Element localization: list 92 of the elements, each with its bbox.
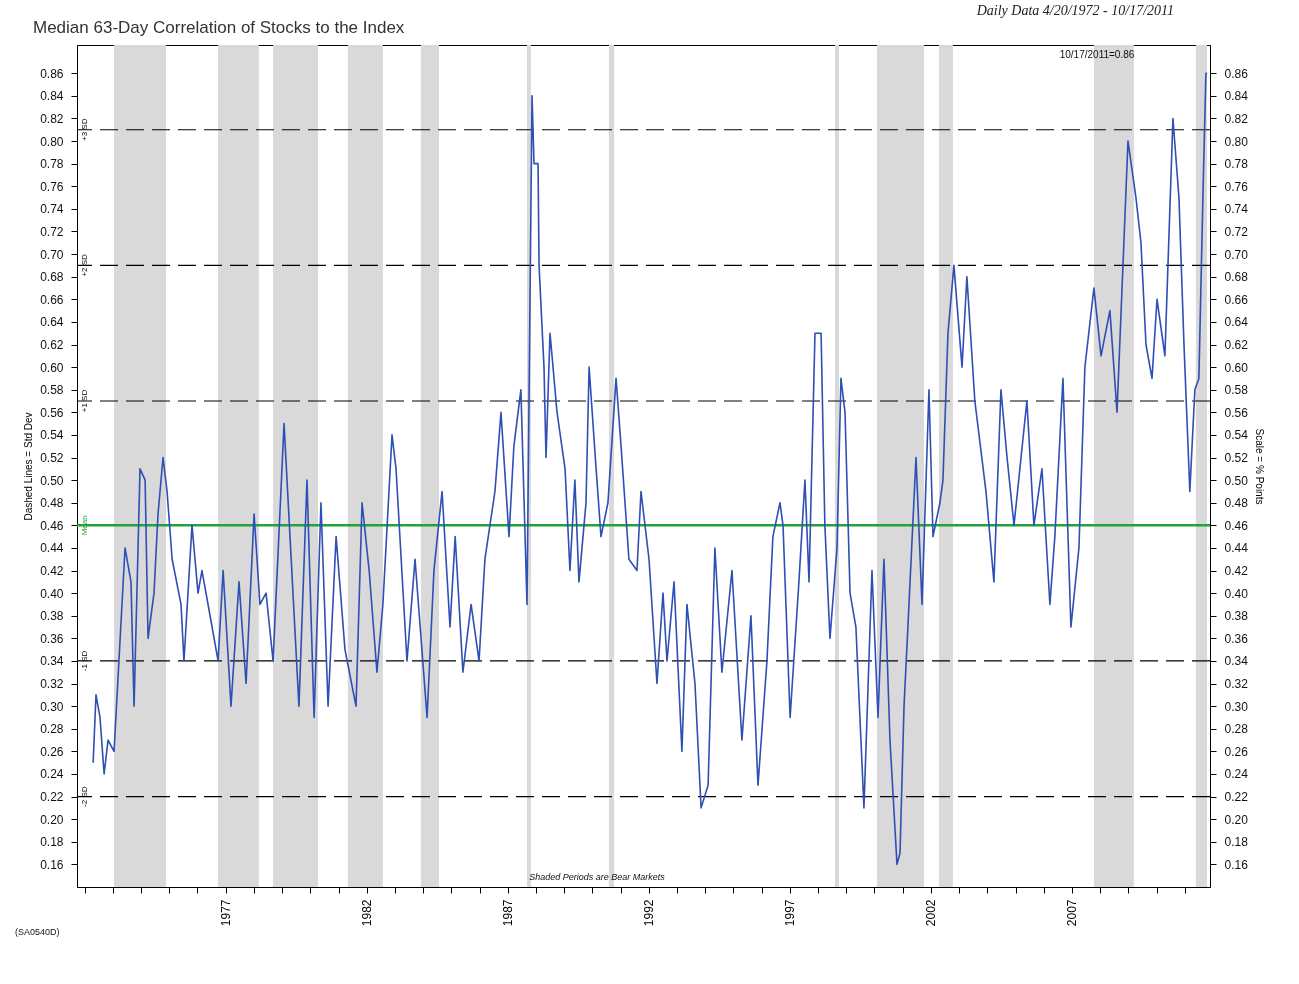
y2-tick-label: 0.36 [1224,631,1249,646]
y-tick-label: 0.62 [40,338,64,352]
ref-line-label: +2 SD [80,253,89,277]
line-series [92,72,1208,866]
y-tick-label: 0.16 [40,857,64,872]
y2-tick-label: 0.40 [1224,586,1249,601]
y2-tick-label: 0.26 [1224,744,1249,759]
ref-line-label: -1 SD [80,650,89,672]
y2-tick-label: 0.54 [1224,428,1249,443]
y-tick-label: 0.28 [40,722,64,737]
y-tick-label: 0.66 [40,292,64,307]
y2-tick-label: 0.72 [1224,224,1249,239]
y-tick-label: 0.54 [40,428,64,443]
y-tick-label: 0.70 [40,247,64,262]
y2-tick-label: 0.68 [1224,270,1249,285]
y2-tick-label: 0.56 [1224,405,1249,420]
y-tick-label: 0.82 [40,111,64,126]
y2-tick-label: 0.28 [1224,722,1249,737]
y2-tick-label: 0.16 [1224,857,1249,872]
y-tick-label: 0.26 [40,744,64,759]
y2-tick-label: 0.76 [1224,179,1249,194]
y-tick-label: 0.24 [40,767,64,782]
y-tick-label: 0.68 [40,270,64,285]
text: (SA0540D) [15,927,60,937]
y-tick-label: 0.36 [40,631,64,646]
y-tick-label: 0.84 [40,89,64,104]
x-tick-label: 1992 [642,899,657,927]
y-tick-label: 0.22 [40,790,64,805]
y-tick-label: 0.72 [40,224,64,239]
y2-tick-label: 0.86 [1224,66,1249,81]
y-tick-label: 0.38 [40,609,64,624]
y-tick-label: 0.30 [40,699,64,714]
x-tick-label: 2007 [1065,899,1080,927]
y2-axis-title: Scale = % Points [1253,428,1265,505]
y2-tick-label: 0.64 [1224,315,1249,330]
y2-tick-label: 0.82 [1224,111,1249,126]
y2-tick-label: 0.46 [1224,518,1249,533]
ref-line-label: +1 SD [80,389,89,413]
y2-tick-label: 0.42 [1224,564,1249,579]
y2-tick-label: 0.52 [1224,451,1249,466]
y2-tick-label: 0.32 [1224,677,1249,692]
y2-tick-label: 0.84 [1224,89,1249,104]
y2-tick-label: 0.78 [1224,157,1249,172]
y2-tick-label: 0.62 [1224,338,1249,352]
y2-tick-label: 0.66 [1224,292,1249,307]
x-tick-label: 2002 [924,899,939,927]
y-tick-label: 0.44 [40,541,64,556]
y-tick-label: 0.18 [40,835,64,850]
y2-tick-label: 0.44 [1224,541,1249,556]
y2-tick-label: 0.22 [1224,790,1249,805]
y-tick-label: 0.42 [40,564,64,579]
y-tick-label: 0.80 [40,134,64,149]
y-tick-label: 0.40 [40,586,64,601]
y-tick-label: 0.50 [40,473,64,488]
y2-tick-label: 0.60 [1224,360,1249,375]
y2-tick-label: 0.80 [1224,134,1249,149]
y-tick-label: 0.34 [40,654,64,669]
y-tick-label: 0.52 [40,451,64,466]
y2-tick-label: 0.20 [1224,812,1249,827]
y-tick-label: 0.56 [40,405,64,420]
y-tick-label: 0.46 [40,518,64,533]
y-tick-label: 0.86 [40,66,64,81]
chart-subtitle: Daily Data 4/20/1972 - 10/17/2011 [976,3,1174,19]
y-tick-label: 0.76 [40,179,64,194]
y2-tick-label: 0.58 [1224,383,1249,398]
y-tick-label: 0.60 [40,360,64,375]
y2-tick-label: 0.24 [1224,767,1249,782]
y-tick-label: 0.78 [40,157,64,172]
annotation: 10/17/2011=0.86 [1059,49,1135,60]
x-tick-label: 1987 [501,899,516,927]
y-tick-label: 0.58 [40,383,64,398]
y-tick-label: 0.64 [40,315,64,330]
x-tick-label: 1982 [360,899,375,927]
ref-line-label: +3 SD [80,118,89,141]
y2-tick-label: 0.70 [1224,247,1249,262]
y2-tick-label: 0.18 [1224,835,1249,850]
y2-tick-label: 0.34 [1224,654,1249,669]
y2-tick-label: 0.48 [1224,496,1249,511]
y2-tick-label: 0.50 [1224,473,1249,488]
annotation: Shaded Periods are Bear Markets [529,872,666,882]
y-tick-label: 0.32 [40,677,64,692]
y-tick-label: 0.20 [40,812,64,827]
ref-line-label: -2 SD [80,786,89,807]
y-axis-title: Dashed Lines = Std Dev [23,412,35,521]
x-tick-label: 1997 [783,899,798,927]
chart-title: Median 63-Day Correlation of Stocks to the Index [33,18,405,37]
x-tick-label: 1977 [219,899,234,927]
y2-tick-label: 0.74 [1224,202,1249,217]
y2-tick-label: 0.30 [1224,699,1249,714]
y-tick-label: 0.48 [40,496,64,511]
y-tick-label: 0.74 [40,202,64,217]
y2-tick-label: 0.38 [1224,609,1249,624]
